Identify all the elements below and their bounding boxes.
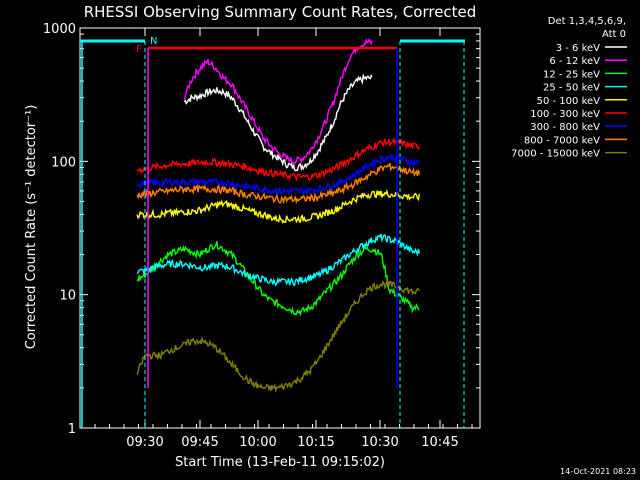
chart-title: RHESSI Observing Summary Count Rates, Co… <box>84 3 477 21</box>
legend-label: 6 - 12 keV <box>549 56 600 67</box>
y-axis-label: Corrected Count Rate (s⁻¹ detector⁻¹) <box>24 105 39 350</box>
legend: Det 1,3,4,5,6,9, Att 03 - 6 keV 6 - 12 keV… <box>511 16 627 160</box>
legend-label: 800 - 7000 keV <box>524 135 600 146</box>
legend-header-line: Det 1,3,4,5,6,9, <box>548 16 626 27</box>
legend-label: 300 - 800 keV <box>530 122 600 133</box>
legend-label: 12 - 25 keV <box>543 69 600 80</box>
plot-area: 1 10 100 1000 09:30 09:45 10:00 10:15 10:30 10:45… <box>43 22 481 450</box>
series-line-7 <box>136 162 421 205</box>
night-flag-label: N <box>150 36 157 47</box>
x-tick-label: 09:30 <box>126 435 163 450</box>
y-tick-label: 1000 <box>43 22 76 37</box>
x-tick-label: 10:00 <box>239 435 276 450</box>
footer-timestamp: 14-Oct-2021 08:23 <box>560 467 636 476</box>
series-line-3 <box>136 233 421 287</box>
x-tick-label: 10:45 <box>421 435 458 450</box>
flare-flag-label: F <box>136 44 142 55</box>
y-tick-label: 10 <box>59 289 76 304</box>
series-line-0 <box>183 73 373 172</box>
series-line-8 <box>136 279 421 393</box>
y-tick-label: 1 <box>68 422 76 437</box>
legend-label: 25 - 50 keV <box>543 83 600 94</box>
x-tick-label: 10:15 <box>297 435 334 450</box>
legend-label: 50 - 100 keV <box>537 96 601 107</box>
legend-header-line: Att 0 <box>602 29 626 40</box>
plot-frame <box>79 27 481 429</box>
series-line-1 <box>183 37 373 167</box>
legend-label: 7000 - 15000 keV <box>511 149 600 160</box>
series-line-4 <box>136 189 421 224</box>
x-axis-label: Start Time (13-Feb-11 09:15:02) <box>175 455 385 470</box>
legend-label: 3 - 6 keV <box>556 43 600 54</box>
legend-label: 100 - 300 keV <box>530 109 600 120</box>
series-line-5 <box>136 137 421 182</box>
x-tick-label: 10:30 <box>361 435 398 450</box>
x-tick-label: 09:45 <box>181 435 218 450</box>
series-line-6 <box>136 152 420 197</box>
series-line-2 <box>136 241 420 317</box>
y-tick-label: 100 <box>51 155 76 170</box>
